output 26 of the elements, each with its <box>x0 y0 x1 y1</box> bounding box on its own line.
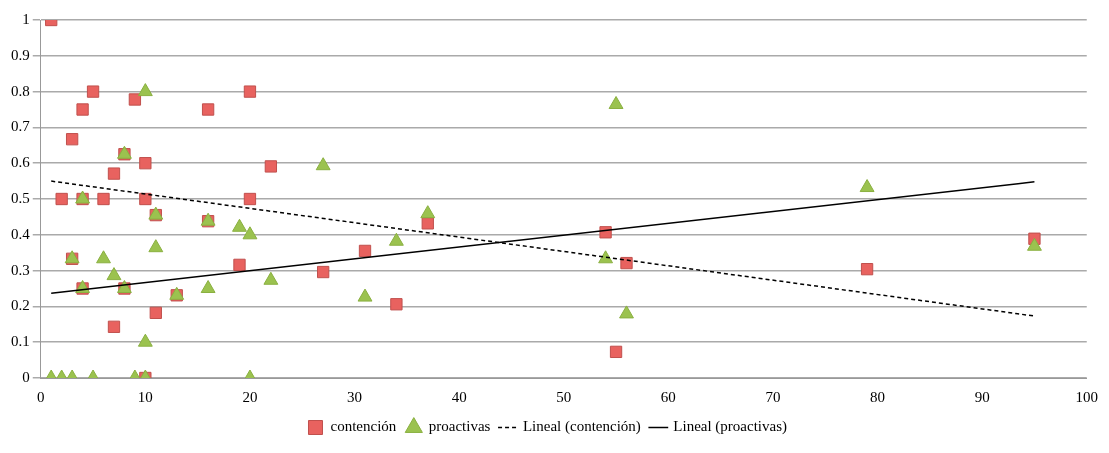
y-tick-label: 1 <box>22 10 30 27</box>
x-tick-label: 80 <box>870 388 886 405</box>
x-tick-label: 40 <box>451 388 467 405</box>
y-tick-label: 0.7 <box>11 118 31 135</box>
y-tick-label: 0.6 <box>11 154 31 171</box>
x-tick-label: 20 <box>242 388 258 405</box>
y-tick-label: 0.4 <box>11 225 31 242</box>
legend-label: proactivas <box>428 418 491 435</box>
legend-label: contención <box>330 418 397 435</box>
y-tick-label: 0.3 <box>11 261 30 278</box>
x-tick-label: 10 <box>137 388 153 405</box>
legend-label: Lineal (contención) <box>522 418 641 436</box>
y-tick-label: 0 <box>22 368 30 385</box>
x-tick-label: 90 <box>974 388 990 405</box>
y-tick-label: 0.2 <box>11 297 30 314</box>
x-tick-label: 70 <box>765 388 781 405</box>
y-tick-label: 0.1 <box>11 333 30 350</box>
x-tick-label: 30 <box>347 388 363 405</box>
y-tick-label: 0.8 <box>11 82 30 99</box>
x-tick-label: 100 <box>1075 388 1098 405</box>
y-tick-label: 0.9 <box>11 46 30 63</box>
y-tick-label: 0.5 <box>11 189 30 206</box>
x-tick-label: 60 <box>660 388 676 405</box>
x-tick-label: 0 <box>37 388 45 405</box>
legend-label: Lineal (proactivas) <box>673 418 788 436</box>
x-tick-label: 50 <box>556 388 572 405</box>
